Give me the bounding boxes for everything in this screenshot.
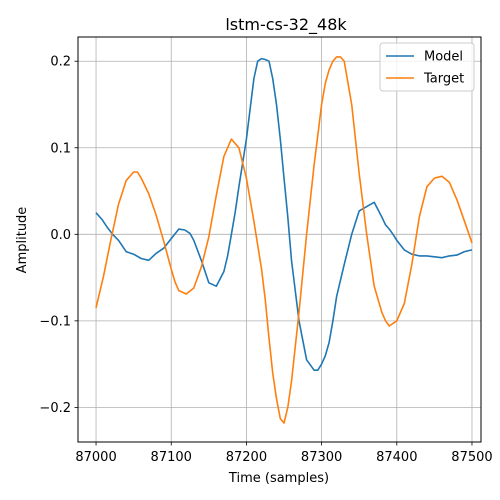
legend-label-model: Model xyxy=(424,50,463,65)
y-axis: −0.2 −0.1 0.0 0.1 0.2 xyxy=(39,55,78,416)
legend-box xyxy=(379,42,475,92)
x-tick-label: 87100 xyxy=(151,450,192,465)
y-tick-label: −0.2 xyxy=(39,401,71,416)
series-line-target xyxy=(95,56,473,424)
legend: Model Target xyxy=(379,42,475,92)
x-axis: 87000 87100 87200 87300 87400 87500 xyxy=(75,442,493,465)
chart-title: lstm-cs-32_48k xyxy=(225,15,347,35)
y-tick-label: −0.1 xyxy=(39,314,71,329)
legend-label-target: Target xyxy=(423,72,464,87)
series-line-model xyxy=(95,57,473,371)
x-tick-label: 87000 xyxy=(75,450,116,465)
plot-frame xyxy=(77,36,482,443)
series-group xyxy=(95,56,473,424)
y-axis-label: Amplitude xyxy=(15,207,30,274)
x-tick-label: 87300 xyxy=(301,450,342,465)
x-tick-label: 87200 xyxy=(226,450,267,465)
y-tick-label: 0.0 xyxy=(50,228,71,243)
y-tick-label: 0.1 xyxy=(50,141,71,156)
y-tick-label: 0.2 xyxy=(50,55,71,70)
x-axis-label: Time (samples) xyxy=(228,471,329,486)
x-tick-label: 87500 xyxy=(451,450,492,465)
x-tick-label: 87400 xyxy=(376,450,417,465)
